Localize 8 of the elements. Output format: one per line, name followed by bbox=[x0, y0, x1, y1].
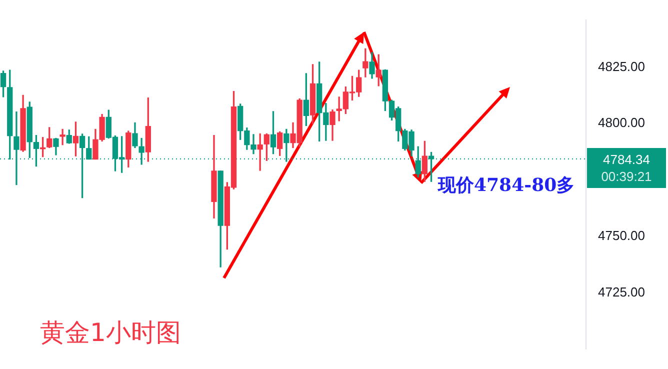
annotation: 黄金1小时图 bbox=[40, 317, 181, 349]
y-tick-label: 4800.00 bbox=[598, 115, 645, 130]
y-tick-label: 4825.00 bbox=[598, 58, 645, 74]
y-tick-label: 4725.00 bbox=[598, 284, 645, 300]
y-tick-label: 4750.00 bbox=[598, 228, 645, 243]
ref-line-label: 4784.34 bbox=[602, 150, 651, 168]
annotation: 现价4784-80多 bbox=[438, 174, 575, 197]
text: 00:39:21 bbox=[600, 168, 653, 185]
